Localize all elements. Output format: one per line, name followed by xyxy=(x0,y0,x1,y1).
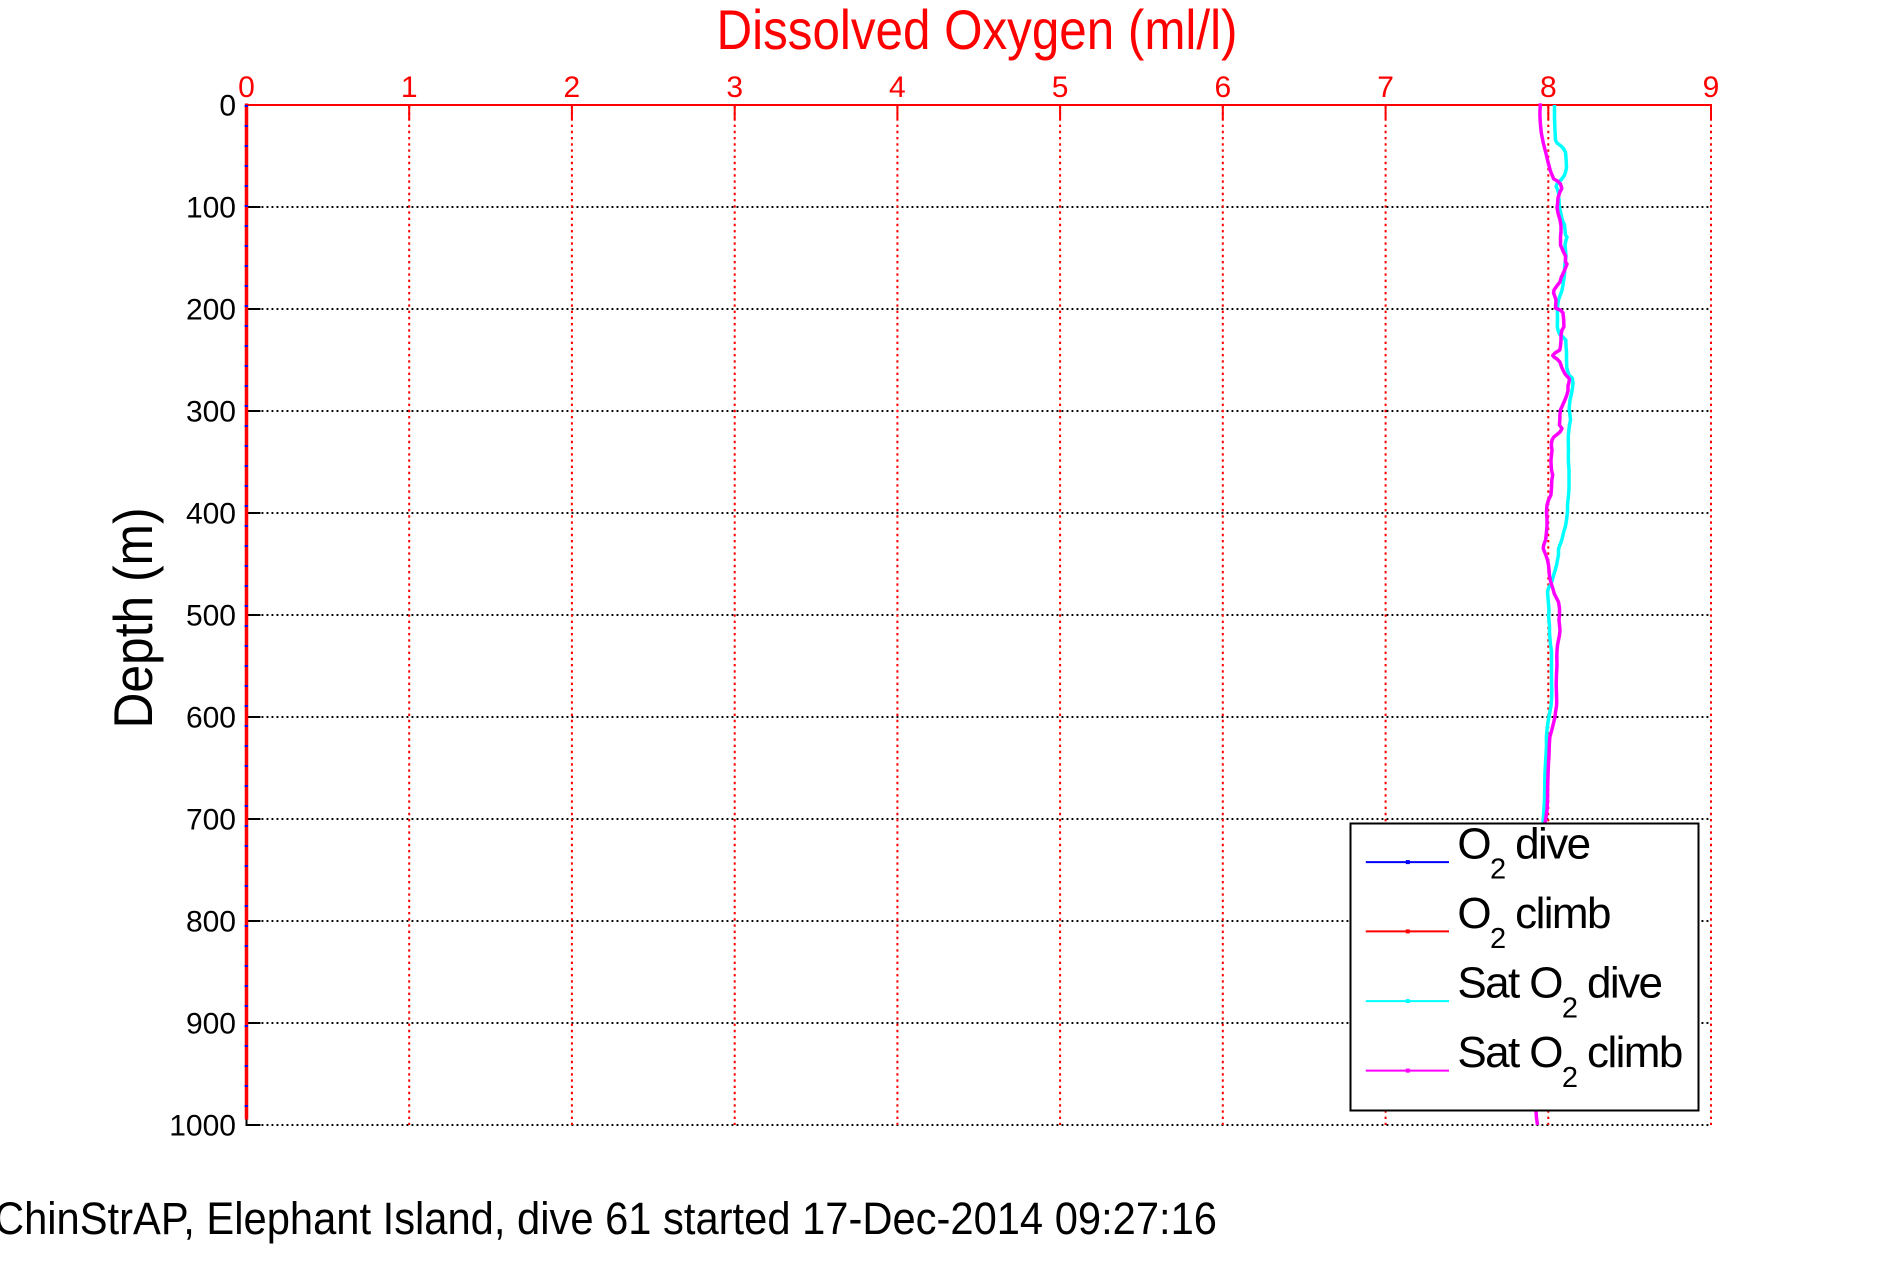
svg-text:ChinStrAP, Elephant Island, di: ChinStrAP, Elephant Island, dive 61 star… xyxy=(0,1193,1217,1244)
svg-text:800: 800 xyxy=(186,906,236,939)
svg-text:2: 2 xyxy=(564,71,581,104)
svg-text:6: 6 xyxy=(1214,71,1231,104)
svg-text:4: 4 xyxy=(889,71,906,104)
svg-text:1000: 1000 xyxy=(169,1110,236,1143)
svg-text:300: 300 xyxy=(186,396,236,429)
svg-text:200: 200 xyxy=(186,294,236,327)
svg-text:900: 900 xyxy=(186,1008,236,1041)
svg-text:500: 500 xyxy=(186,600,236,633)
svg-text:400: 400 xyxy=(186,498,236,531)
svg-text:700: 700 xyxy=(186,804,236,837)
svg-text:Depth (m): Depth (m) xyxy=(102,508,164,729)
svg-text:9: 9 xyxy=(1703,71,1720,104)
svg-text:600: 600 xyxy=(186,702,236,735)
svg-text:0: 0 xyxy=(219,90,236,123)
svg-text:8: 8 xyxy=(1540,71,1557,104)
svg-text:O2 dive: O2 dive xyxy=(1457,820,1589,886)
svg-text:5: 5 xyxy=(1052,71,1069,104)
svg-text:0: 0 xyxy=(238,71,255,104)
svg-text:1: 1 xyxy=(401,71,418,104)
svg-text:Dissolved Oxygen (ml/l): Dissolved Oxygen (ml/l) xyxy=(717,0,1238,61)
svg-text:3: 3 xyxy=(726,71,743,104)
svg-text:7: 7 xyxy=(1377,71,1394,104)
svg-text:100: 100 xyxy=(186,192,236,225)
